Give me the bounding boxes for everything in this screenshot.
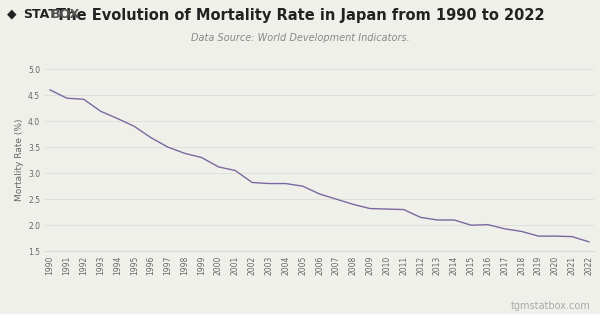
Text: BOX: BOX <box>51 8 80 21</box>
Text: ◆: ◆ <box>7 8 17 21</box>
Text: STAT: STAT <box>23 8 56 21</box>
Y-axis label: Mortality Rate (%): Mortality Rate (%) <box>15 119 24 201</box>
Text: Data Source: World Development Indicators.: Data Source: World Development Indicator… <box>191 33 409 43</box>
Text: tgmstatbox.com: tgmstatbox.com <box>511 301 591 311</box>
Text: The Evolution of Mortality Rate in Japan from 1990 to 2022: The Evolution of Mortality Rate in Japan… <box>56 8 544 23</box>
